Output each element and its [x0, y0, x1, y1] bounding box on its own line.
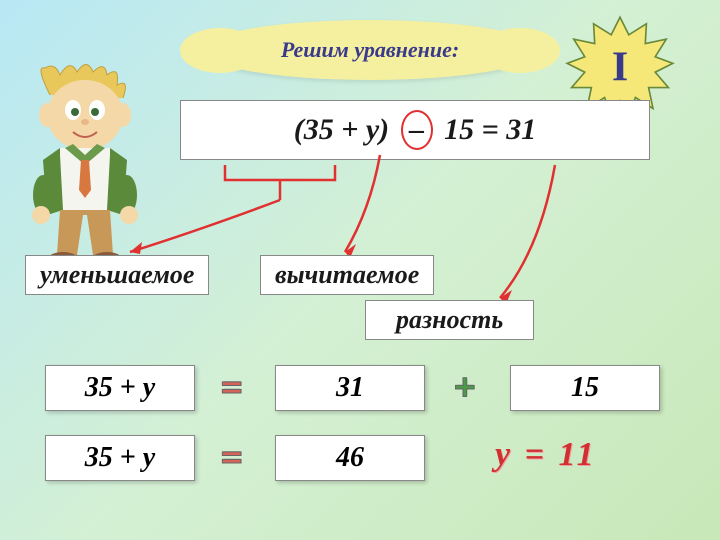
row2-a: 35 + у	[45, 435, 195, 481]
equation-eq: =	[482, 113, 499, 147]
equation-mid: 15	[444, 113, 474, 147]
cartoon-character	[5, 60, 170, 270]
row1-plus: +	[454, 366, 476, 410]
title-text: Решим уравнение:	[281, 37, 459, 63]
title-cloud: Решим уравнение:	[200, 20, 540, 80]
answer: у = 11	[495, 436, 597, 474]
row1-equals: =	[221, 366, 243, 410]
equation-left: (35 + у)	[294, 113, 389, 147]
label-subtrahend: вычитаемое	[260, 255, 434, 295]
row1-b: 31	[275, 365, 425, 411]
row2-b: 46	[275, 435, 425, 481]
label-minuend: уменьшаемое	[25, 255, 209, 295]
equation-right: 31	[506, 113, 536, 147]
equation-op-circled: –	[401, 110, 433, 150]
label-difference: разность	[365, 300, 534, 340]
row1-a: 35 + у	[45, 365, 195, 411]
equation-box: (35 + у) – 15 = 31	[180, 100, 650, 160]
step-number: I	[612, 44, 628, 92]
row1-c: 15	[510, 365, 660, 411]
row2-equals: =	[221, 436, 243, 480]
